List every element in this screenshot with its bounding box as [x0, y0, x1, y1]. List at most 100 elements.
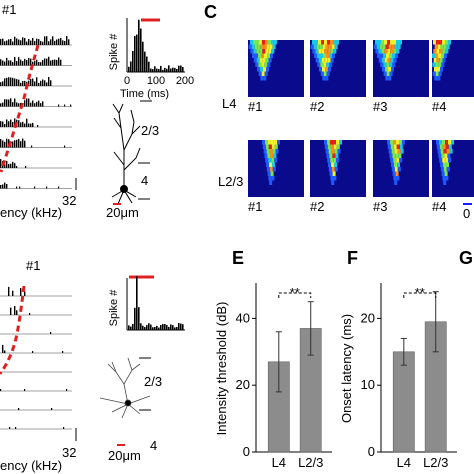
tuning-map-pixel — [399, 144, 403, 149]
panel-a-raster-spike-bar — [32, 122, 34, 127]
tuning-map-pixel — [315, 58, 319, 63]
tuning-map-pixel — [326, 71, 330, 76]
tuning-map-pixel — [395, 53, 398, 58]
tuning-map-pixel — [336, 140, 339, 145]
panel-e-y-tick-label: 0 — [243, 444, 250, 459]
tuning-map-pixel — [263, 76, 267, 81]
panel-b-layer-lower: 4 — [150, 438, 157, 453]
tuning-map-pixel — [267, 62, 271, 67]
panel-b-psth-bar — [152, 327, 154, 330]
tuning-map-pixel — [333, 176, 337, 181]
panel-a-psth-bar — [176, 68, 178, 72]
tuning-map-pixel — [259, 49, 263, 54]
tuning-map-pixel — [389, 53, 392, 58]
tuning-map-pixel — [257, 44, 261, 49]
tuning-map-pixel — [438, 62, 442, 67]
tuning-map-pixel — [272, 149, 276, 154]
panel-a-psth-bar — [146, 56, 148, 72]
tuning-map-pixel — [378, 40, 381, 45]
panel-a-raster-spike-bar — [32, 100, 34, 107]
tuning-map-pixel — [444, 153, 448, 158]
panel-f-category-label: L2/3 — [423, 455, 448, 470]
tuning-map-pixel — [318, 40, 321, 45]
tuning-map-pixel — [337, 149, 341, 154]
panel-a-raster-spike-bar — [58, 38, 60, 45]
panel-b-layer-upper: 2/3 — [144, 374, 162, 389]
panel-b-raster-noise-bar — [9, 427, 11, 429]
tuning-map-pixel — [256, 58, 260, 63]
tuning-map-pixel — [329, 171, 333, 176]
tuning-map-pixel — [443, 44, 447, 49]
tuning-map-pixel — [440, 162, 443, 167]
panel-a-raster-spike-bar — [18, 120, 20, 127]
tuning-map-pixel — [262, 49, 266, 54]
panel-a-raster-spike-bar — [16, 102, 18, 107]
tuning-map-pixel — [268, 40, 271, 45]
tuning-map-pixel — [263, 149, 267, 154]
tuning-map-pixel — [312, 40, 315, 45]
tuning-map-pixel — [385, 76, 389, 81]
tuning-map-pixel — [250, 49, 254, 54]
tuning-map-pixel — [384, 40, 387, 45]
tuning-map-pixel — [433, 49, 437, 54]
panel-b-psth-bar — [144, 327, 146, 330]
tuning-map-pixel — [397, 149, 401, 154]
panel-a-raster-spike-bar — [8, 121, 10, 127]
panel-b-psth-bar — [182, 324, 184, 330]
panel-a-raster — [0, 36, 72, 189]
panel-b: #1 ency (kHz) 32 Spike # 2/3 4 20μm — [0, 258, 185, 473]
panel-a-raster-spike-bar — [16, 61, 18, 66]
tuning-map-pixel — [331, 162, 334, 167]
panel-a-raster-spike-bar — [38, 100, 40, 107]
tuning-map-pixel — [327, 49, 331, 54]
tuning-map-pixel — [327, 40, 330, 45]
tuning-map-cell-label: #3 — [373, 99, 387, 114]
panel-a-raster-spike-bar — [64, 40, 66, 45]
panel-a-raster-spike-bar — [30, 102, 32, 107]
tuning-map-pixel — [268, 140, 271, 145]
panel-a-raster-spike-bar — [42, 41, 44, 45]
panel-e-y-tick-label: 20 — [236, 377, 250, 392]
tuning-map-pixel — [396, 40, 399, 45]
tuning-map-pixel — [391, 162, 394, 167]
panel-a-raster-spike-bar — [16, 79, 18, 86]
panel-c-row-label-l23: L2/3 — [218, 174, 243, 189]
tuning-map-pixel — [435, 53, 438, 58]
panel-a-raster-spike-bar — [22, 121, 24, 127]
panel-a-raster-spike-bar — [4, 141, 6, 148]
tuning-map-pixel — [378, 58, 382, 63]
tuning-map-pixel — [449, 149, 453, 154]
tuning-map-pixel — [392, 62, 396, 67]
tuning-map-pixel — [387, 140, 390, 145]
panel-a-raster-spike-bar — [10, 119, 12, 127]
panel-a-raster-spike-bar — [28, 39, 30, 45]
tuning-map-pixel — [445, 158, 449, 163]
tuning-map-pixel — [265, 49, 269, 54]
tuning-map-pixel — [273, 153, 277, 158]
panel-a-raster-spike-bar — [42, 79, 44, 86]
panel-a-raster-spike-bar — [38, 39, 40, 45]
panel-a-raster-spike-bar — [44, 80, 46, 86]
tuning-map-pixel — [327, 140, 330, 145]
panel-a-raster-spike-bar — [14, 163, 16, 168]
panel-a-raster-spike-bar — [0, 159, 2, 168]
panel-b-raster-noise-bar — [66, 389, 68, 391]
tuning-map-pixel — [274, 144, 278, 149]
panel-a-raster-spike-bar — [30, 58, 32, 66]
panel-a-raster-spike-bar — [42, 101, 44, 107]
tuning-map-pixel — [440, 44, 444, 49]
tuning-map-pixel — [266, 67, 269, 72]
panel-a-psth-ylabel: Spike # — [108, 33, 120, 71]
panel-e-y-axis-label: Intensity threshold (dB) — [214, 302, 229, 436]
panel-a-raster-spike-bar — [4, 123, 6, 127]
tuning-map-pixel — [328, 67, 331, 72]
panel-b-psth-bar — [136, 276, 138, 330]
panel-a-layer-lower: 4 — [141, 173, 148, 188]
panel-c-tuning-maps: #1 #2 #3 #4 #1 #2 #3 #4 — [248, 40, 474, 214]
tuning-map-pixel — [329, 53, 332, 58]
panel-a-raster-spike-bar — [48, 56, 50, 66]
panel-a: #1 ency (kHz) 32 Spike # 0 100 200 Time … — [0, 2, 194, 220]
tuning-map-pixel — [328, 167, 332, 172]
tuning-map-pixel — [263, 44, 267, 49]
panel-a-raster-spike-bar — [52, 36, 54, 45]
